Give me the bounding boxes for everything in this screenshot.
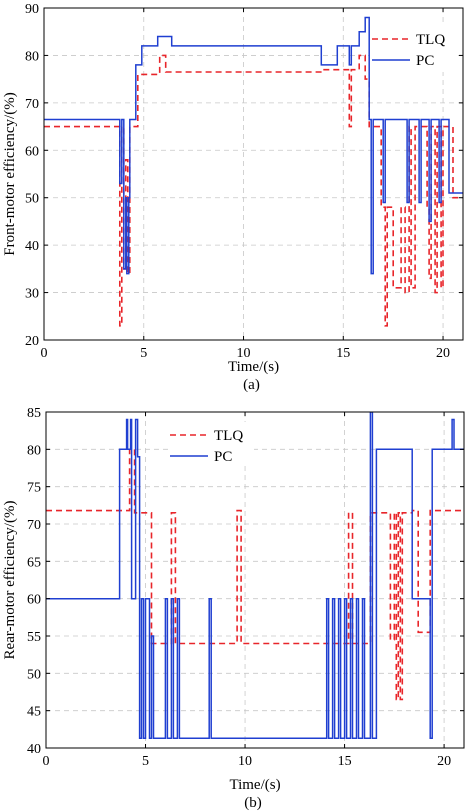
y-tick-label: 70 <box>25 97 39 112</box>
x-tick-label: 5 <box>140 346 147 361</box>
y-tick-label: 75 <box>27 481 41 496</box>
y-axis-label: Front-motor efficiency/(%) <box>2 92 18 255</box>
x-axis-label: Time/(s) <box>229 777 280 793</box>
series-pc-line <box>44 16 463 275</box>
x-tick-label: 15 <box>336 346 350 361</box>
legend: TLQ PC <box>370 26 458 72</box>
y-tick-label: 90 <box>25 2 39 17</box>
x-tick-label: 20 <box>436 346 450 361</box>
y-axis-label: Rear-motor efficiency/(%) <box>2 501 18 660</box>
legend-box <box>168 422 254 466</box>
y-tick-label: 20 <box>25 334 39 349</box>
y-tick-label: 40 <box>27 742 41 757</box>
y-tick-label: 80 <box>27 443 41 458</box>
axes-frame <box>45 411 465 749</box>
axes-frame <box>43 7 464 341</box>
y-tick-label: 50 <box>27 667 41 682</box>
y-tick-label: 30 <box>25 287 39 302</box>
y-tick-label: 65 <box>27 555 41 570</box>
y-tick-label: 45 <box>27 705 41 720</box>
x-tick-label: 10 <box>238 754 252 769</box>
legend-label-pc: PC <box>416 53 434 69</box>
y-tick-label: 50 <box>25 192 39 207</box>
y-tick-label: 60 <box>25 144 39 159</box>
legend-label-tlq: TLQ <box>214 428 243 444</box>
y-tick-label: 55 <box>27 630 41 645</box>
y-tick-label: 70 <box>27 518 41 533</box>
legend-label-tlq: TLQ <box>416 32 445 48</box>
y-tick-label: 40 <box>25 239 39 254</box>
chart-caption: (a) <box>243 377 260 393</box>
chart-a: 0 5 10 15 20 20 30 40 50 60 70 80 90 Time/(s) Front-mo… <box>2 2 464 393</box>
y-tick-label: 60 <box>27 593 41 608</box>
y-tick-label: 85 <box>27 406 41 421</box>
x-tick-label: 5 <box>142 754 149 769</box>
x-tick-label: 15 <box>338 754 352 769</box>
x-tick-label: 0 <box>43 754 50 769</box>
x-tick-label: 10 <box>237 346 251 361</box>
legend-box <box>370 26 458 72</box>
x-tick-label: 20 <box>437 754 451 769</box>
series-tlq-line <box>44 54 463 327</box>
x-tick-label: 0 <box>41 346 48 361</box>
legend: TLQ PC <box>168 422 254 466</box>
y-tick-label: 80 <box>25 49 39 64</box>
series-pc-line <box>46 412 464 740</box>
chart-b: 0 5 10 15 20 40 45 50 55 60 65 70 75 80 85 Time/(s) Rear… <box>2 406 465 811</box>
legend-label-pc: PC <box>214 449 232 465</box>
x-axis-label: Time/(s) <box>228 359 279 375</box>
chart-caption: (b) <box>244 795 262 811</box>
